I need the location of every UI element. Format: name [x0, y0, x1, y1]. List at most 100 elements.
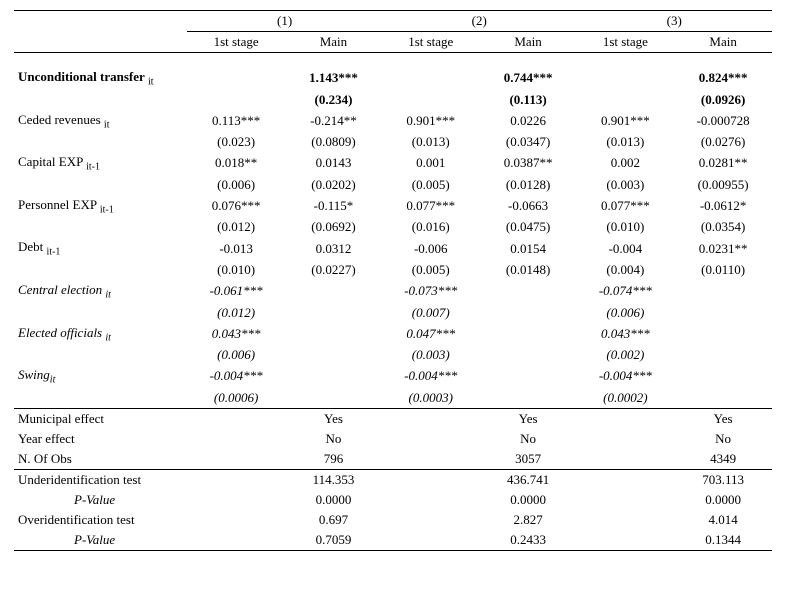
capexp-c2m: 0.0387**: [480, 152, 577, 175]
capexp-se1s: (0.006): [187, 175, 285, 195]
swing-sub: it: [50, 375, 56, 386]
row-underid-p-label: P-Value: [14, 490, 187, 510]
underid-v2: 436.741: [480, 469, 577, 490]
col2-header: (2): [382, 11, 577, 32]
uncond-c2m: 0.744***: [480, 67, 577, 90]
capexp-se3m: (0.00955): [674, 175, 772, 195]
central-c2s: -0.073***: [382, 280, 480, 303]
debt-c3s: -0.004: [577, 237, 675, 260]
debt-se2s: (0.005): [382, 260, 480, 280]
underid-v3: 703.113: [674, 469, 772, 490]
year-v3: No: [674, 429, 772, 449]
capexp-se2s: (0.005): [382, 175, 480, 195]
ceded-sub: it: [104, 119, 110, 130]
overid-p-v3: 0.1344: [674, 530, 772, 551]
munic-v1: Yes: [285, 408, 382, 429]
elected-c1s: 0.043***: [187, 323, 285, 346]
swing-se3s: (0.0002): [577, 388, 675, 409]
uncond-c2s: [382, 67, 480, 90]
col1-main: Main: [285, 32, 382, 53]
ceded-text: Ceded revenues: [18, 112, 101, 127]
pers-c3m: -0.0612*: [674, 195, 772, 218]
capexp-se1m: (0.0202): [285, 175, 382, 195]
ceded-se1s: (0.023): [187, 132, 285, 152]
capexp-c1s: 0.018**: [187, 152, 285, 175]
regression-table: (1) (2) (3) 1st stage Main 1st stage Mai…: [14, 10, 772, 551]
central-se1s: (0.012): [187, 303, 285, 323]
ceded-c3m: -0.000728: [674, 110, 772, 133]
row-swing-label: Swingit: [14, 365, 187, 388]
elected-c2s: 0.047***: [382, 323, 480, 346]
unconditional-sub: it: [148, 77, 154, 88]
ceded-c1s: 0.113***: [187, 110, 285, 133]
row-nobs-label: N. Of Obs: [14, 449, 187, 470]
debt-se3s: (0.004): [577, 260, 675, 280]
elected-se3s: (0.002): [577, 345, 675, 365]
row-overid-p-label: P-Value: [14, 530, 187, 551]
ceded-se3m: (0.0276): [674, 132, 772, 152]
elected-se2s: (0.003): [382, 345, 480, 365]
debt-c1m: 0.0312: [285, 237, 382, 260]
swing-text: Swing: [18, 367, 50, 382]
blank-header: [14, 11, 187, 32]
debt-c2m: 0.0154: [480, 237, 577, 260]
debt-se1m: (0.0227): [285, 260, 382, 280]
pers-se1s: (0.012): [187, 217, 285, 237]
pers-sub: it-1: [100, 204, 114, 215]
col3-stage: 1st stage: [577, 32, 675, 53]
swing-se1s: (0.0006): [187, 388, 285, 409]
debt-text: Debt: [18, 239, 43, 254]
row-unconditional-label: Unconditional transfer it: [14, 67, 187, 90]
capexp-se3s: (0.003): [577, 175, 675, 195]
uncond-c1s: [187, 67, 285, 90]
underid-p-v1: 0.0000: [285, 490, 382, 510]
col2-stage: 1st stage: [382, 32, 480, 53]
capexp-c3s: 0.002: [577, 152, 675, 175]
debt-c1s: -0.013: [187, 237, 285, 260]
pers-se2m: (0.0475): [480, 217, 577, 237]
pers-c2m: -0.0663: [480, 195, 577, 218]
overid-v3: 4.014: [674, 510, 772, 530]
munic-v3: Yes: [674, 408, 772, 429]
uncond-se3m: (0.0926): [674, 90, 772, 110]
overid-p-v2: 0.2433: [480, 530, 577, 551]
row-year-label: Year effect: [14, 429, 187, 449]
pers-se2s: (0.016): [382, 217, 480, 237]
uncond-se-blank: [14, 90, 187, 110]
year-v1: No: [285, 429, 382, 449]
col3-main: Main: [674, 32, 772, 53]
pers-c1m: -0.115*: [285, 195, 382, 218]
debt-c2s: -0.006: [382, 237, 480, 260]
row-debt-label: Debt it-1: [14, 237, 187, 260]
pers-c1s: 0.076***: [187, 195, 285, 218]
pers-se3m: (0.0354): [674, 217, 772, 237]
debt-sub: it-1: [47, 247, 61, 258]
overid-v1: 0.697: [285, 510, 382, 530]
pers-text: Personnel EXP: [18, 197, 97, 212]
uncond-c1m: 1.143***: [285, 67, 382, 90]
munic-v2: Yes: [480, 408, 577, 429]
uncond-se1m: (0.234): [285, 90, 382, 110]
central-c1s: -0.061***: [187, 280, 285, 303]
uncond-se2m: (0.113): [480, 90, 577, 110]
elected-se1s: (0.006): [187, 345, 285, 365]
nobs-v2: 3057: [480, 449, 577, 470]
row-capexp-label: Capital EXP it-1: [14, 152, 187, 175]
ceded-c3s: 0.901***: [577, 110, 675, 133]
row-munic-label: Municipal effect: [14, 408, 187, 429]
ceded-se3s: (0.013): [577, 132, 675, 152]
col1-header: (1): [187, 11, 382, 32]
row-overid-label: Overidentification test: [14, 510, 187, 530]
uncond-c3s: [577, 67, 675, 90]
ceded-se1m: (0.0809): [285, 132, 382, 152]
ceded-se2s: (0.013): [382, 132, 480, 152]
nobs-v3: 4349: [674, 449, 772, 470]
debt-se1s: (0.010): [187, 260, 285, 280]
debt-c3m: 0.0231**: [674, 237, 772, 260]
swing-c3s: -0.004***: [577, 365, 675, 388]
central-sub: it: [105, 290, 111, 301]
capexp-c1m: 0.0143: [285, 152, 382, 175]
overid-v2: 2.827: [480, 510, 577, 530]
pers-se3s: (0.010): [577, 217, 675, 237]
pers-c2s: 0.077***: [382, 195, 480, 218]
